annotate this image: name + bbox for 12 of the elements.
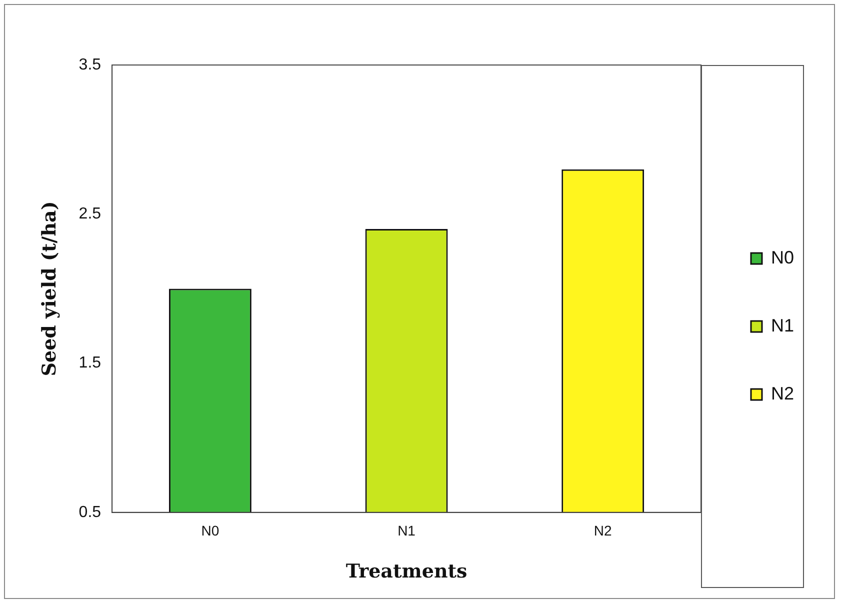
- y-tick-label: 3.5: [78, 56, 102, 74]
- legend-label: N2: [770, 383, 794, 404]
- y-axis-title: Seed yield (t/ha): [38, 201, 60, 376]
- x-axis-title: Treatments: [346, 560, 468, 583]
- y-tick-label: 2.5: [78, 206, 102, 223]
- legend-label: N0: [770, 247, 794, 268]
- legend-label: N1: [770, 315, 794, 336]
- x-tick-label: N0: [201, 522, 220, 539]
- x-tick-label: N2: [594, 522, 612, 539]
- x-tick-label: N1: [398, 522, 416, 539]
- y-tick-label: 0.5: [78, 504, 102, 521]
- y-tick-label: 1.5: [78, 354, 102, 372]
